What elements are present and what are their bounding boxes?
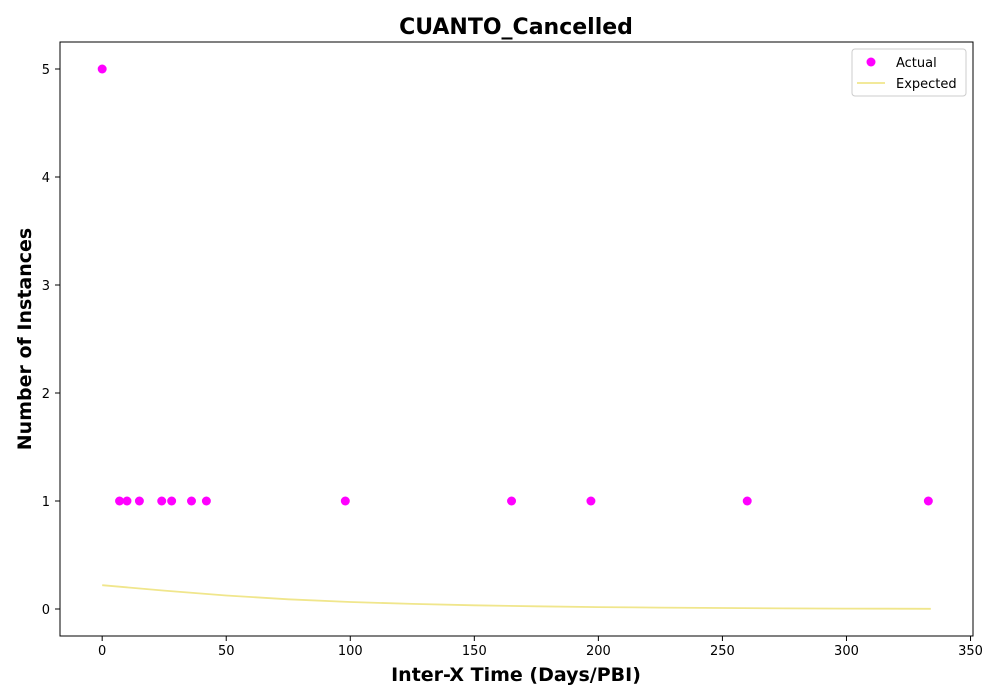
actual-point (586, 496, 596, 506)
actual-point (923, 496, 933, 506)
legend-label: Actual (896, 56, 937, 71)
expected-line (102, 584, 931, 610)
actual-point (167, 496, 177, 506)
actual-point (97, 64, 107, 74)
y-tick-label: 4 (42, 171, 50, 186)
legend: Actual Expected (851, 48, 967, 97)
x-tick-label: 50 (218, 644, 235, 659)
actual-point (201, 496, 211, 506)
actual-point (157, 496, 167, 506)
x-tick-label: 250 (710, 644, 735, 659)
x-tick-label: 100 (338, 644, 363, 659)
plot-frame (59, 41, 974, 637)
actual-point (115, 496, 125, 506)
x-tick-label: 350 (958, 644, 983, 659)
y-tick-label: 5 (42, 63, 50, 78)
actual-point (340, 496, 350, 506)
x-tick-label: 200 (586, 644, 611, 659)
y-tick-label: 0 (42, 603, 50, 618)
chart-title: CUANTO_Cancelled (399, 15, 633, 40)
y-tick-label: 2 (42, 387, 50, 402)
actual-point (186, 496, 196, 506)
y-tick-label: 3 (42, 279, 50, 294)
x-tick-label: 150 (462, 644, 487, 659)
actual-point (742, 496, 752, 506)
y-axis-label: Number of Instances (14, 228, 36, 450)
legend-label: Expected (896, 77, 957, 92)
actual-point (134, 496, 144, 506)
x-tick-label: 300 (834, 644, 859, 659)
legend-box (851, 48, 967, 97)
y-tick-label: 1 (42, 495, 50, 510)
legend-marker-actual (866, 57, 876, 67)
x-tick-label: 0 (98, 644, 106, 659)
actual-point (122, 496, 132, 506)
x-axis-label: Inter-X Time (Days/PBI) (391, 664, 641, 686)
actual-point (507, 496, 517, 506)
plot-area: 0 50 100 150 200 250 300 350 0 1 2 3 4 5 (42, 41, 983, 659)
